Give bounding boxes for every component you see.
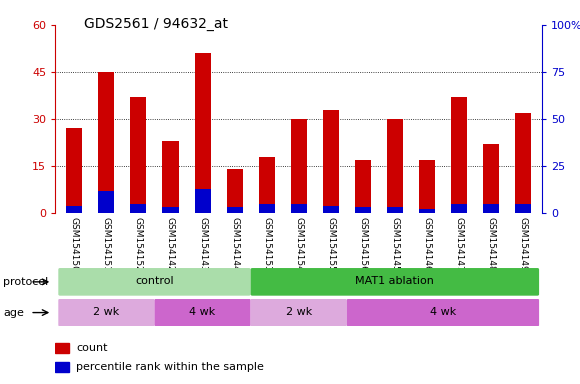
Text: control: control [135, 276, 174, 286]
Bar [483, 204, 499, 213]
Bar [227, 169, 242, 213]
Text: GSM154154: GSM154154 [294, 217, 303, 272]
FancyBboxPatch shape [251, 299, 347, 326]
Bar [162, 207, 179, 213]
Text: GSM154148: GSM154148 [487, 217, 495, 272]
Bar [55, 362, 69, 372]
Text: GDS2561 / 94632_at: GDS2561 / 94632_at [84, 17, 228, 31]
Text: 4 wk: 4 wk [190, 307, 216, 317]
Text: GSM154145: GSM154145 [390, 217, 400, 272]
Bar [451, 97, 467, 213]
Text: GSM154147: GSM154147 [455, 217, 463, 272]
Bar [355, 207, 371, 213]
Bar [194, 53, 211, 213]
Text: GSM154152: GSM154152 [134, 217, 143, 272]
Bar [194, 189, 211, 213]
Bar [55, 343, 69, 353]
Bar [322, 205, 339, 213]
Bar [419, 209, 435, 213]
Text: GSM154146: GSM154146 [422, 217, 432, 272]
Bar [259, 204, 275, 213]
Text: 4 wk: 4 wk [430, 307, 456, 317]
Text: GSM154149: GSM154149 [519, 217, 528, 272]
Bar [483, 144, 499, 213]
Text: GSM154143: GSM154143 [198, 217, 207, 272]
Bar [515, 113, 531, 213]
Bar [99, 190, 114, 213]
Bar [291, 204, 307, 213]
Text: GSM154150: GSM154150 [70, 217, 79, 272]
FancyBboxPatch shape [59, 268, 251, 296]
Text: MAT1 ablation: MAT1 ablation [356, 276, 434, 286]
Bar [355, 160, 371, 213]
Bar [66, 128, 82, 213]
Bar [227, 207, 242, 213]
Bar [387, 119, 403, 213]
Bar [322, 110, 339, 213]
Text: GSM154142: GSM154142 [166, 217, 175, 272]
Bar [451, 204, 467, 213]
Text: 2 wk: 2 wk [93, 307, 119, 317]
Text: GSM154155: GSM154155 [327, 217, 335, 272]
FancyBboxPatch shape [251, 268, 539, 296]
Bar [387, 207, 403, 213]
Bar [259, 157, 275, 213]
Bar [99, 72, 114, 213]
Text: GSM154151: GSM154151 [102, 217, 111, 272]
Bar [291, 119, 307, 213]
Bar [515, 204, 531, 213]
Text: percentile rank within the sample: percentile rank within the sample [76, 362, 264, 372]
Text: GSM154153: GSM154153 [262, 217, 271, 272]
Text: GSM154144: GSM154144 [230, 217, 239, 272]
Text: count: count [76, 343, 107, 353]
Bar [162, 141, 179, 213]
Bar [419, 160, 435, 213]
Bar [130, 97, 146, 213]
Text: age: age [3, 308, 24, 318]
Bar [66, 205, 82, 213]
Text: GSM154156: GSM154156 [358, 217, 367, 272]
Bar [130, 204, 146, 213]
FancyBboxPatch shape [347, 299, 539, 326]
FancyBboxPatch shape [59, 299, 154, 326]
Text: protocol: protocol [3, 277, 48, 287]
Text: 2 wk: 2 wk [285, 307, 312, 317]
FancyBboxPatch shape [154, 299, 251, 326]
